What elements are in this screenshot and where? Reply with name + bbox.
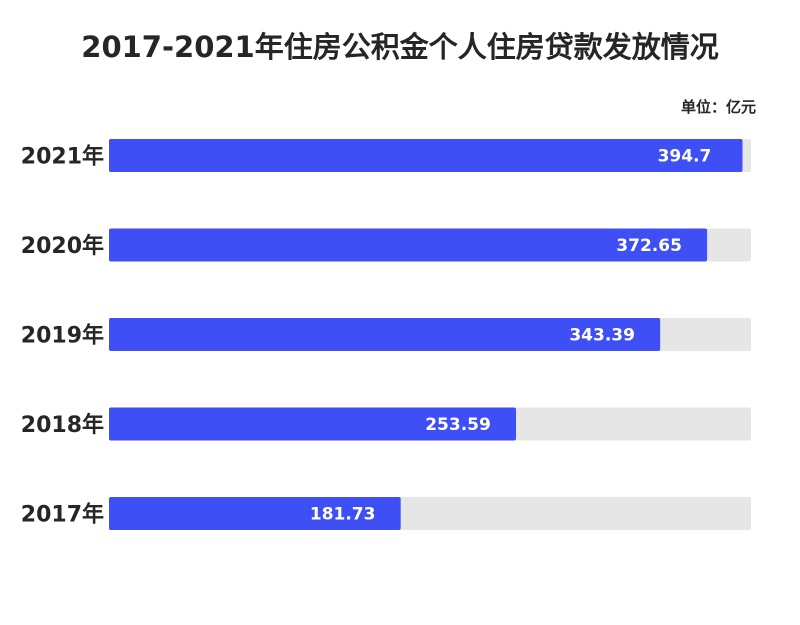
value-label: 253.59 [425, 415, 491, 435]
category-label: 2019年 [21, 323, 104, 349]
category-label: 2021年 [21, 144, 104, 170]
value-label: 181.73 [310, 505, 376, 525]
value-label: 343.39 [569, 326, 635, 346]
value-label: 372.65 [616, 236, 682, 256]
value-label: 394.7 [658, 147, 712, 167]
bar [109, 228, 708, 262]
bar [109, 139, 743, 172]
bar [109, 318, 661, 351]
category-label: 2018年 [21, 412, 104, 438]
category-label: 2017年 [21, 502, 104, 528]
category-label: 2020年 [21, 233, 104, 259]
bar [109, 407, 517, 441]
chart-title: 2017-2021年住房公积金个人住房贷款发放情况 [81, 30, 719, 64]
bar [109, 497, 401, 530]
unit-label: 单位：亿元 [680, 98, 756, 116]
